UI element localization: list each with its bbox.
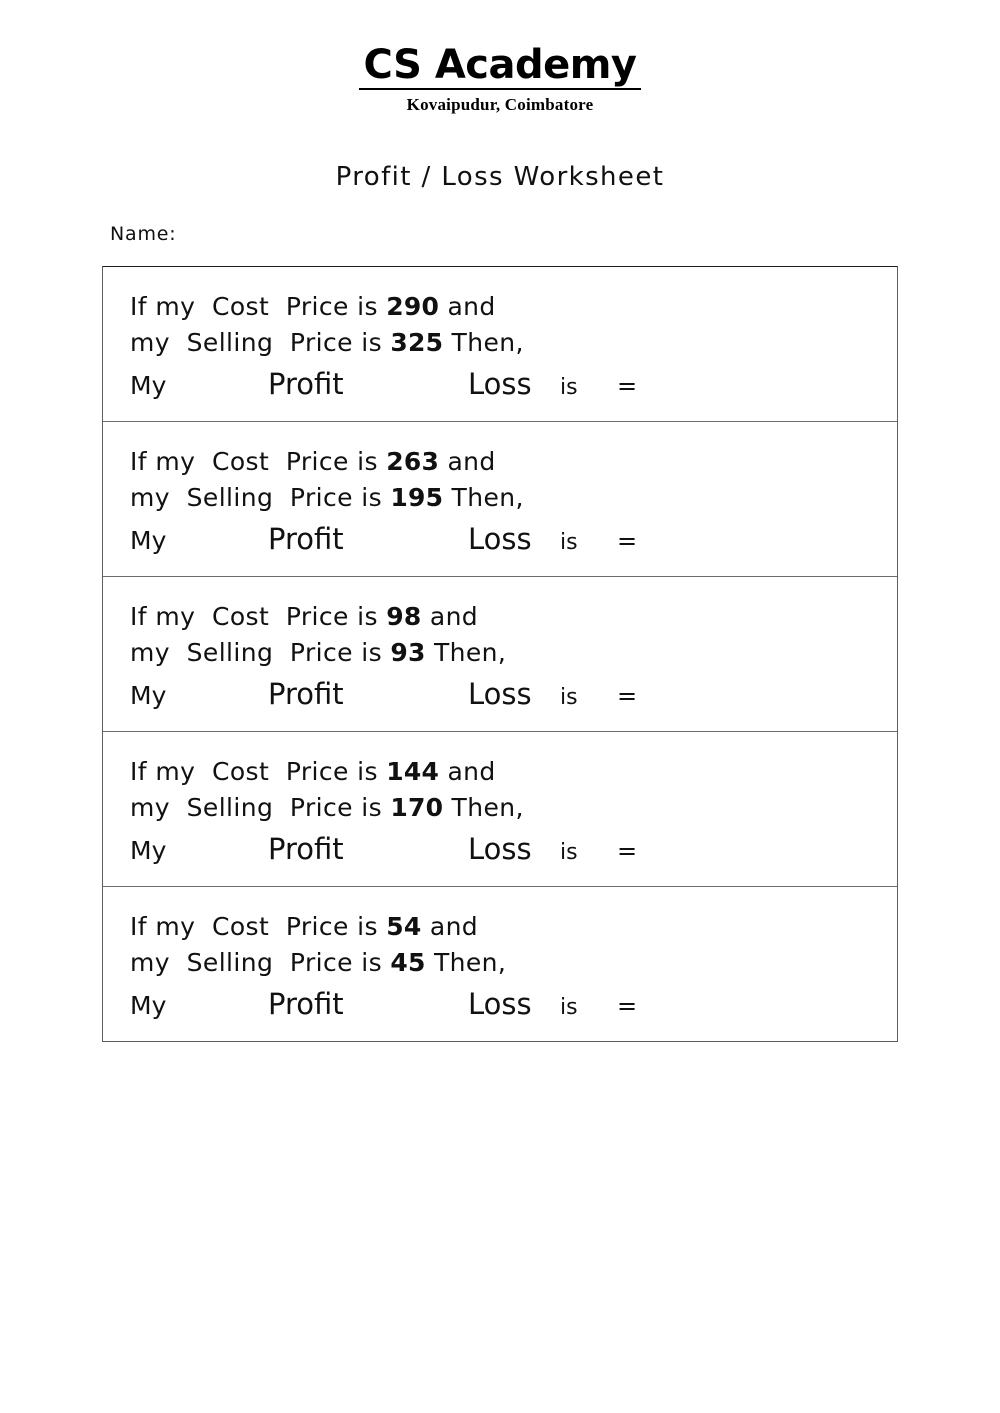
- selling-price-value: 93: [390, 637, 426, 667]
- questions-table: If my Cost Price is 290 and my Selling Pr…: [102, 266, 898, 1042]
- question-selling-price-line: my Selling Price is 170 Then,: [103, 790, 897, 826]
- answer-is-label: is: [560, 375, 578, 400]
- answer-equals-sign: =: [617, 992, 638, 1020]
- answer-loss-option[interactable]: Loss: [468, 832, 532, 866]
- answer-equals-sign: =: [617, 837, 638, 865]
- answer-equals-sign: =: [617, 682, 638, 710]
- selling-price-suffix: Then,: [425, 947, 507, 977]
- cost-price-suffix: and: [439, 757, 496, 786]
- question-answer-line: My Profit Loss is =: [103, 677, 897, 711]
- question-cost-price-line: If my Cost Price is 290 and: [103, 289, 897, 325]
- question-answer-line: My Profit Loss is =: [103, 367, 897, 401]
- question-answer-line: My Profit Loss is =: [103, 832, 897, 866]
- answer-is-label: is: [560, 685, 578, 710]
- answer-my-label: My: [130, 526, 167, 555]
- question-box: If my Cost Price is 263 and my Selling Pr…: [103, 422, 897, 577]
- cost-price-prefix: If my Cost Price is: [130, 447, 387, 476]
- answer-profit-option[interactable]: Profit: [268, 987, 344, 1021]
- selling-price-prefix: my Selling Price is: [130, 792, 391, 822]
- selling-price-prefix: my Selling Price is: [130, 327, 391, 357]
- answer-loss-option[interactable]: Loss: [468, 987, 532, 1021]
- question-box: If my Cost Price is 54 and my Selling Pri…: [103, 887, 897, 1041]
- question-selling-price-line: my Selling Price is 195 Then,: [103, 480, 897, 516]
- cost-price-suffix: and: [421, 602, 479, 631]
- question-cost-price-line: If my Cost Price is 144 and: [103, 754, 897, 790]
- selling-price-suffix: Then,: [443, 792, 524, 822]
- answer-loss-option[interactable]: Loss: [468, 367, 532, 401]
- name-field-label: Name:: [110, 223, 177, 245]
- cost-price-value: 263: [386, 447, 440, 476]
- selling-price-suffix: Then,: [443, 482, 524, 512]
- question-selling-price-line: my Selling Price is 325 Then,: [103, 325, 897, 361]
- question-cost-price-line: If my Cost Price is 263 and: [103, 444, 897, 480]
- academy-logo-text: CS Academy: [359, 44, 641, 90]
- selling-price-suffix: Then,: [443, 327, 524, 357]
- selling-price-value: 170: [390, 792, 444, 822]
- question-cost-price-line: If my Cost Price is 98 and: [103, 599, 897, 635]
- answer-profit-option[interactable]: Profit: [268, 367, 344, 401]
- answer-equals-sign: =: [617, 372, 638, 400]
- cost-price-value: 290: [386, 292, 440, 321]
- selling-price-prefix: my Selling Price is: [130, 637, 391, 667]
- page-header: CS Academy Kovaipudur, Coimbatore: [0, 0, 1000, 115]
- cost-price-suffix: and: [421, 912, 479, 941]
- cost-price-suffix: and: [439, 292, 496, 321]
- answer-profit-option[interactable]: Profit: [268, 832, 344, 866]
- question-selling-price-line: my Selling Price is 45 Then,: [103, 945, 897, 981]
- selling-price-prefix: my Selling Price is: [130, 482, 391, 512]
- answer-loss-option[interactable]: Loss: [468, 677, 532, 711]
- question-selling-price-line: my Selling Price is 93 Then,: [103, 635, 897, 671]
- cost-price-prefix: If my Cost Price is: [130, 292, 387, 321]
- cost-price-prefix: If my Cost Price is: [130, 912, 387, 941]
- answer-my-label: My: [130, 836, 167, 865]
- selling-price-value: 45: [390, 947, 426, 977]
- answer-equals-sign: =: [617, 527, 638, 555]
- question-answer-line: My Profit Loss is =: [103, 522, 897, 556]
- cost-price-value: 54: [386, 912, 422, 941]
- cost-price-prefix: If my Cost Price is: [130, 602, 387, 631]
- cost-price-suffix: and: [439, 447, 496, 476]
- page-title: Profit / Loss Worksheet: [335, 162, 665, 192]
- selling-price-value: 195: [390, 482, 444, 512]
- answer-my-label: My: [130, 371, 167, 400]
- selling-price-value: 325: [390, 327, 444, 357]
- answer-is-label: is: [560, 530, 578, 555]
- cost-price-prefix: If my Cost Price is: [130, 757, 387, 786]
- cost-price-value: 98: [386, 602, 422, 631]
- answer-my-label: My: [130, 991, 167, 1020]
- answer-is-label: is: [560, 840, 578, 865]
- question-box: If my Cost Price is 144 and my Selling Pr…: [103, 732, 897, 887]
- cost-price-value: 144: [386, 757, 440, 786]
- answer-profit-option[interactable]: Profit: [268, 522, 344, 556]
- answer-is-label: is: [560, 995, 578, 1020]
- answer-loss-option[interactable]: Loss: [468, 522, 532, 556]
- selling-price-prefix: my Selling Price is: [130, 947, 391, 977]
- selling-price-suffix: Then,: [425, 637, 507, 667]
- question-box: If my Cost Price is 98 and my Selling Pri…: [103, 577, 897, 732]
- academy-location: Kovaipudur, Coimbatore: [406, 95, 594, 114]
- answer-my-label: My: [130, 681, 167, 710]
- question-answer-line: My Profit Loss is =: [103, 987, 897, 1021]
- answer-profit-option[interactable]: Profit: [268, 677, 344, 711]
- question-box: If my Cost Price is 290 and my Selling Pr…: [103, 267, 897, 422]
- question-cost-price-line: If my Cost Price is 54 and: [103, 909, 897, 945]
